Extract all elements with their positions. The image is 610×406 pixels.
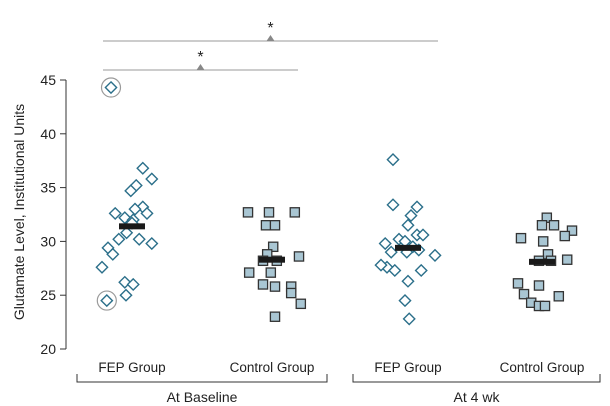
y-axis: 20 25 30 35 40 45 [40,72,67,357]
data-point-square [537,236,549,247]
data-point-diamond [145,236,159,251]
group-bracket [76,374,328,383]
data-point-diamond [128,202,142,216]
data-point-diamond [126,277,140,292]
data-point-square [561,254,573,265]
data-point-diamond [118,275,132,289]
data-point-diamond [416,228,430,242]
significance-star: * [197,49,203,66]
mean-bar [259,256,285,263]
significance-star: * [267,20,273,37]
data-point-diamond [120,226,134,240]
x-category-label: Control Group [500,360,585,375]
data-point-square [539,300,551,312]
outlier-ring [100,77,122,98]
data-point-diamond [386,198,400,212]
data-point-square [295,298,307,310]
data-point-square [267,241,279,253]
significance-marker [196,64,205,70]
data-point-diamond [398,293,412,308]
data-point-diamond [386,153,400,167]
data-point-square [243,267,255,278]
data-point-diamond [414,263,428,278]
y-tick-label: 40 [40,126,56,142]
group-label: At Baseline [167,389,238,405]
data-point-diamond [428,248,442,262]
data-point-square [269,281,281,292]
data-point-diamond [410,200,424,214]
data-point-square [536,220,548,231]
data-point-diamond [140,206,154,221]
data-point-square [553,291,565,302]
significance-annotations: ** [103,20,438,71]
x-category-label: FEP Group [374,360,441,375]
x-category-label: FEP Group [98,360,165,375]
outlier-ring [96,290,117,311]
data-points [95,77,578,326]
data-point-diamond [401,218,415,232]
data-point-square [518,288,530,300]
data-point-square [265,267,277,278]
x-axis: FEP Group Control Group FEP Group Control G… [76,360,601,405]
y-tick-label: 30 [40,233,56,249]
data-point-diamond [112,232,126,246]
data-point-diamond [402,312,416,326]
data-point-diamond [384,245,398,259]
data-point-diamond [104,80,118,95]
data-point-square [512,278,524,289]
data-point-square [293,251,305,262]
group-bracket [352,374,601,383]
y-tick-label: 25 [40,287,56,303]
data-point-square [548,220,560,231]
data-point-diamond [132,232,146,246]
data-point-diamond [145,172,159,186]
data-point-diamond [108,206,122,221]
data-point-square [269,220,281,231]
data-point-square [260,220,272,231]
data-point-diamond [136,161,150,175]
data-point-diamond [378,236,392,251]
significance-marker [266,35,275,41]
data-point-square [289,207,301,218]
data-point-diamond [401,274,415,288]
data-point-square [533,280,545,291]
y-tick-label: 20 [40,341,56,357]
data-point-diamond [374,258,388,272]
data-point-diamond [106,247,120,261]
y-tick-label: 45 [40,72,56,88]
x-category-label: Control Group [230,360,315,375]
y-tick-label: 35 [40,180,56,196]
data-point-square [257,279,269,290]
data-point-diamond [404,208,418,223]
group-label: At 4 wk [454,389,501,405]
data-point-square [285,287,297,299]
mean-bar [119,223,145,230]
data-point-diamond [100,293,114,308]
data-point-diamond [119,288,133,302]
data-point-diamond [388,263,402,278]
data-point-square [559,230,571,242]
data-point-square [269,311,281,322]
y-axis-label: Glutamate Level, Institutional Units [11,104,27,320]
mean-bar [529,258,555,265]
data-point-square [515,232,527,244]
data-point-square [263,207,275,218]
data-point-square [242,207,254,218]
data-point-square [566,225,578,236]
data-point-diamond [95,260,109,274]
mean-bar [395,244,421,251]
data-point-diamond [124,184,138,198]
